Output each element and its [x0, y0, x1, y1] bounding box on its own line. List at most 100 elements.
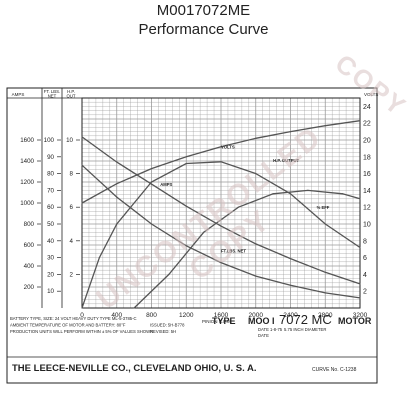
series-point-4	[359, 198, 361, 200]
series-point-2	[185, 245, 187, 247]
tick-label-volts: 8	[363, 238, 367, 245]
tick-label-x: 0	[80, 312, 84, 319]
series-point-3	[255, 173, 257, 175]
tick-label-amps: 1000	[20, 200, 34, 207]
curve-label-4: % EFF	[317, 205, 330, 210]
axis-label-hp-out: OUT	[66, 94, 75, 99]
series-point-0	[150, 167, 153, 170]
series-point-3	[81, 307, 83, 309]
series-point-1	[324, 271, 326, 273]
tick-label-volts: 2	[363, 289, 367, 296]
curve-label-2: H.P. OUTPUT	[273, 158, 299, 163]
tick-label-ft_lbs: 50	[47, 221, 54, 228]
series-point-0	[289, 131, 292, 133]
series-point-2	[255, 275, 257, 277]
axis-label-amps: AMPS	[12, 92, 25, 97]
series-point-3	[116, 223, 118, 225]
curve-number: CURVE No. C-1238	[312, 367, 357, 373]
series-point-1	[359, 283, 361, 285]
tick-label-amps: 800	[24, 221, 35, 228]
tick-label-ft_lbs: 30	[47, 255, 54, 262]
tick-label-x: 800	[146, 312, 157, 319]
tick-label-hp: 4	[70, 238, 74, 245]
type-label: TYPE	[212, 316, 236, 326]
tick-label-ft_lbs: 100	[44, 137, 55, 144]
curve-label-0: VOLTS	[221, 144, 235, 149]
tick-label-volts: 24	[363, 104, 371, 111]
axis-label-x: PINION R.P.M.	[202, 319, 232, 324]
tick-label-hp: 6	[70, 204, 74, 211]
tick-label-x: 3200	[353, 312, 368, 319]
tick-label-volts: 6	[363, 255, 367, 262]
tick-label-x: 400	[111, 312, 122, 319]
date-label: DATE 1-8-75	[258, 327, 283, 332]
tick-label-volts: 16	[363, 171, 371, 178]
tick-label-amps: 1400	[20, 158, 34, 165]
tick-label-volts: 12	[363, 205, 371, 212]
series-point-3	[324, 223, 326, 225]
tick-label-x: 2000	[249, 312, 264, 319]
series-point-4	[168, 273, 170, 275]
date2-label: DATE	[258, 333, 269, 338]
series-point-2	[324, 292, 326, 294]
chart-frame	[6, 87, 378, 384]
axis-label-ft-lbs: FT. LBS.	[44, 89, 60, 94]
tick-label-volts: 18	[363, 154, 371, 161]
page-title: M0017072ME	[156, 2, 251, 19]
model-number: 7072 MC	[279, 312, 332, 327]
series-point-2	[150, 223, 153, 225]
series-point-3	[150, 181, 153, 183]
tick-label-x: 2800	[318, 312, 333, 319]
tick-label-hp: 8	[70, 171, 74, 178]
series-point-2	[359, 297, 361, 299]
info-line-1: AMBIENT TEMPERATURE OF MOTOR AND BATTERY…	[10, 323, 126, 328]
series-point-4	[272, 193, 274, 195]
tick-label-volts: 10	[363, 222, 371, 229]
info-line-0: BATTERY TYPE, SIZE: 24 VOLT HEAVY DUTY T…	[10, 316, 137, 321]
revised-label: REVISED: 5H	[150, 329, 176, 334]
series-point-1	[116, 161, 118, 163]
axis-label-hp: H.P.	[67, 89, 75, 94]
company-name: THE LEECE-NEVILLE CO., CLEVELAND OHIO, U…	[12, 363, 257, 374]
tick-label-ft_lbs: 20	[47, 271, 54, 278]
series-point-3	[220, 161, 222, 163]
series-point-1	[185, 205, 187, 207]
tick-label-x: 1200	[179, 312, 194, 319]
info-line-2: PRODUCTION UNITS WILL PERFORM WITHIN ± 5…	[10, 329, 153, 334]
tick-label-amps: 200	[24, 284, 35, 291]
series-point-3	[289, 193, 292, 195]
tick-label-x: 2400	[283, 312, 298, 319]
series-point-0	[81, 202, 83, 204]
series-point-3	[98, 257, 100, 259]
tick-label-amps: 1600	[20, 137, 34, 144]
series-point-4	[237, 206, 239, 208]
series-point-0	[324, 125, 326, 127]
tick-label-hp: 10	[66, 137, 73, 144]
tick-label-ft_lbs: 80	[47, 171, 54, 178]
series-line-4	[133, 189, 361, 309]
model-label: MOO I	[248, 316, 275, 326]
page-subtitle: Performance Curve	[138, 21, 269, 38]
series-point-4	[133, 307, 135, 309]
series-point-4	[203, 231, 205, 233]
tick-label-amps: 1200	[20, 179, 34, 186]
tick-label-volts: 20	[363, 138, 371, 145]
series-point-1	[289, 258, 292, 260]
tick-label-ft_lbs: 90	[47, 154, 54, 161]
tick-label-amps: 400	[24, 263, 35, 270]
tick-label-hp: 2	[70, 271, 74, 278]
series-point-0	[116, 183, 118, 185]
series-point-0	[220, 146, 222, 148]
series-point-3	[359, 246, 361, 249]
motor-label: MOTOR	[338, 316, 372, 326]
series-point-2	[220, 262, 222, 264]
diameter-note: 5.75 INCH DIAMETER	[284, 327, 326, 332]
tick-label-ft_lbs: 70	[47, 187, 54, 194]
axis-label-ft-lbs-net: NET	[48, 94, 57, 99]
series-point-4	[342, 193, 344, 195]
series-line-3	[81, 161, 361, 309]
curve-label-3: FT.LBS. NET	[221, 249, 246, 254]
series-point-1	[220, 225, 222, 227]
series-point-0	[359, 120, 361, 122]
